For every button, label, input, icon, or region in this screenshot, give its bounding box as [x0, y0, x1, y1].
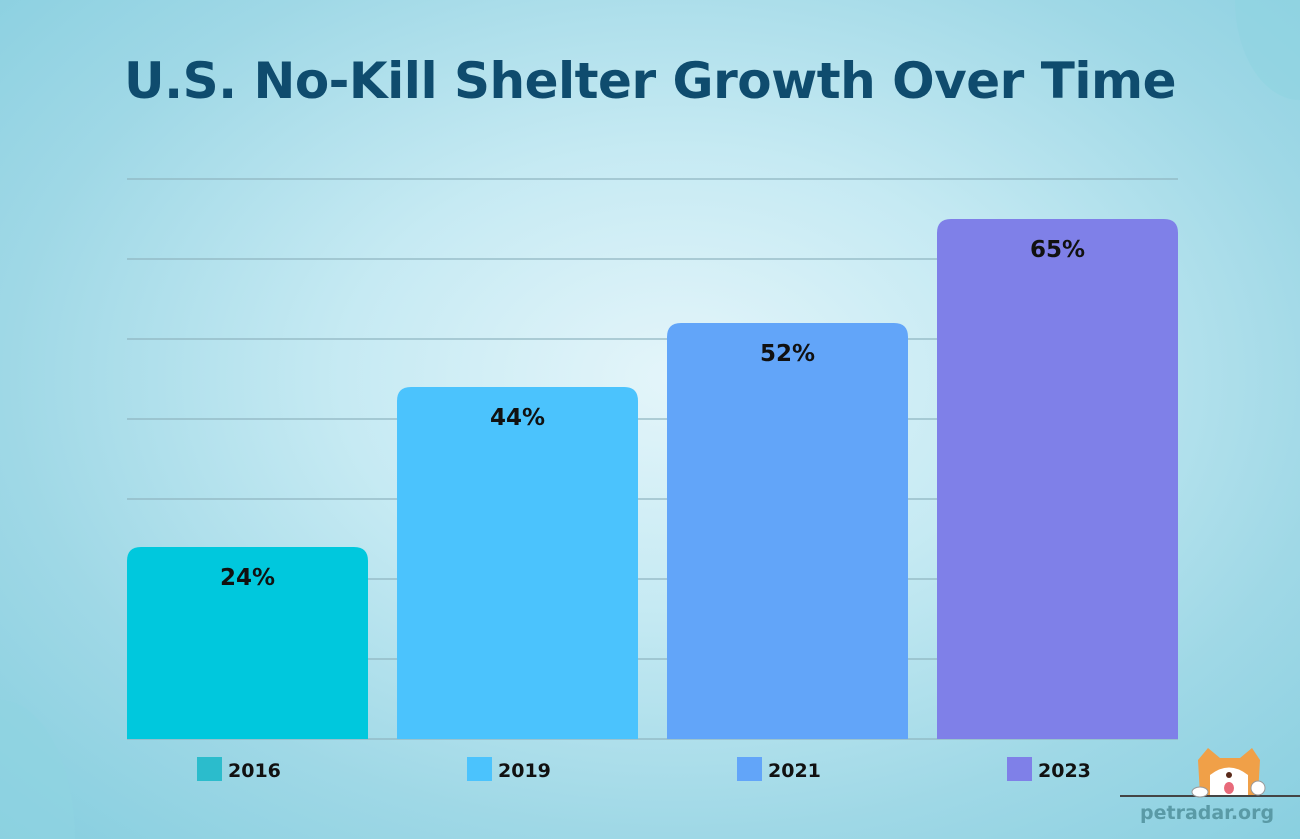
legend-swatch: [1007, 757, 1032, 781]
data-label: 44%: [490, 405, 545, 431]
legend-swatch: [737, 757, 762, 781]
legend-label: 2023: [1038, 760, 1091, 782]
data-label: 65%: [1030, 237, 1085, 263]
data-label: 52%: [760, 341, 815, 367]
legend-swatch: [197, 757, 222, 781]
legend-label: 2019: [498, 760, 551, 782]
bar-2016: [127, 547, 368, 739]
bar-2023: [937, 219, 1178, 739]
legend-swatch: [467, 757, 492, 781]
chart-title: U.S. No-Kill Shelter Growth Over Time: [123, 52, 1177, 110]
legend-label: 2016: [228, 760, 281, 782]
bar-2019: [397, 387, 638, 739]
data-label: 24%: [220, 565, 275, 591]
bar-2021: [667, 323, 908, 739]
brand-text: petradar.org: [1140, 802, 1275, 824]
legend-label: 2021: [768, 760, 821, 782]
